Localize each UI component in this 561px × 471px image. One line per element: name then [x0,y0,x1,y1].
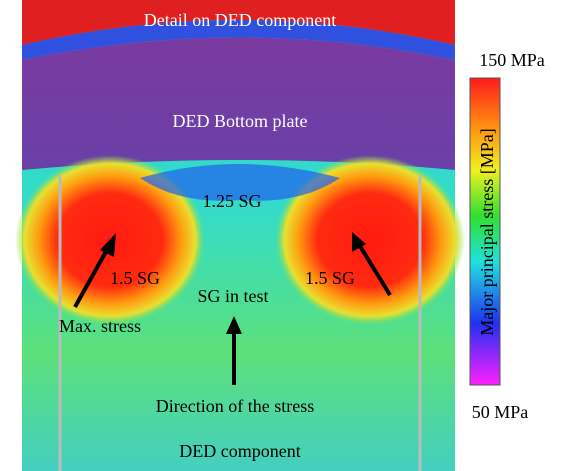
colorbar-label: Major principal stress [MPa] [477,128,497,335]
colorbar-max: 150 MPa [479,50,545,70]
annotation: DED Bottom plate [173,111,308,131]
annotation: 1.5 SG [110,268,160,288]
annotation: Detail on DED component [144,10,336,30]
annotation: DED component [179,441,300,461]
annotation: 1.25 SG [202,191,261,211]
annotation: 1.5 SG [305,268,355,288]
annotation: Max. stress [59,316,141,336]
annotation: Direction of the stress [156,396,314,416]
figure: Detail on DED component DED Bottom plate… [0,0,561,471]
colorbar-min: 50 MPa [472,402,529,422]
annotation: SG in test [197,286,268,306]
